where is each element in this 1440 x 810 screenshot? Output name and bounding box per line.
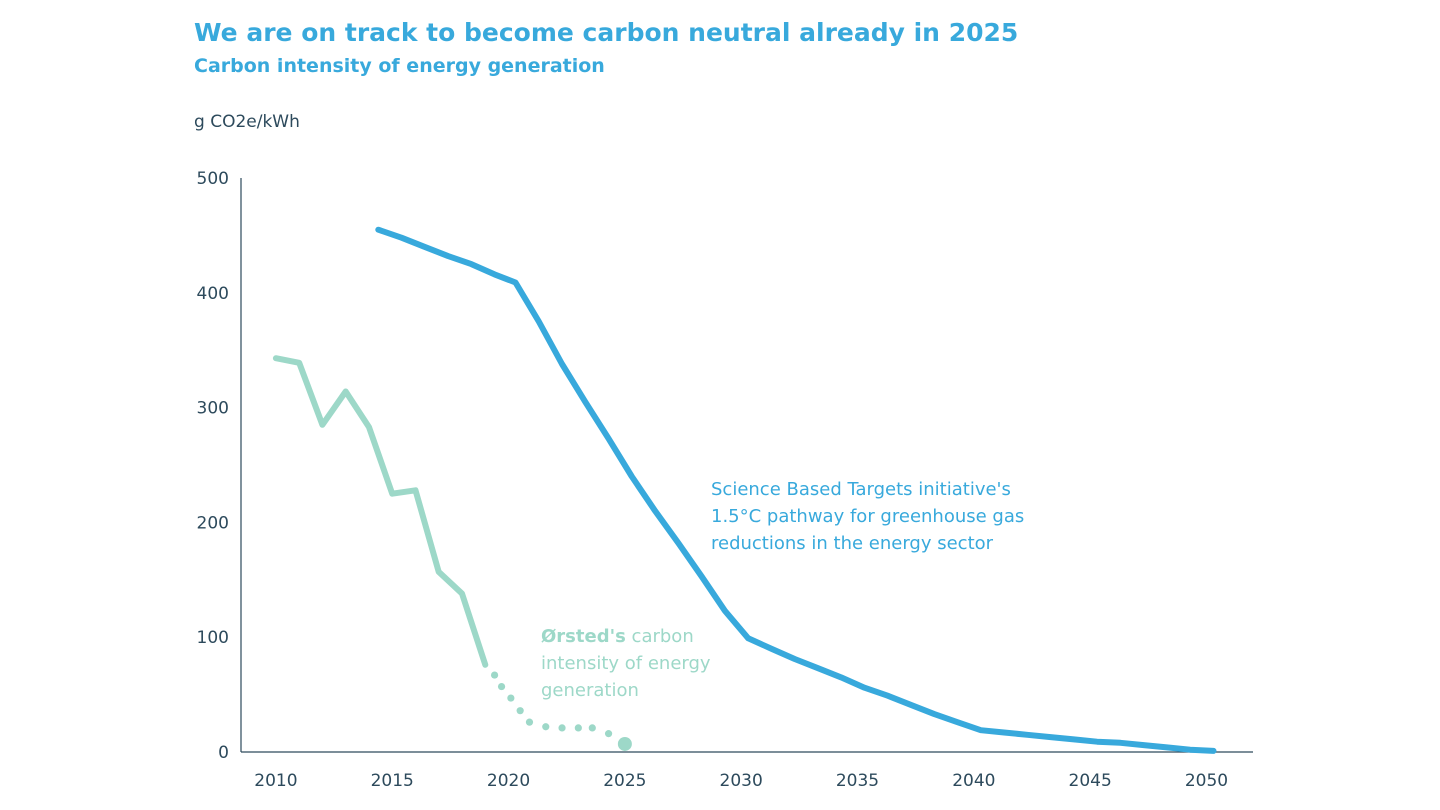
x-tick-label: 2035 (836, 771, 879, 791)
x-tick-label: 2050 (1185, 771, 1228, 791)
y-tick-label: 100 (197, 628, 229, 648)
sbti-pathway-line (375, 226, 1217, 754)
orsted-annotation-line-2: intensity of energy (541, 653, 711, 674)
x-tick-label: 2025 (603, 771, 646, 791)
y-tick-label: 500 (197, 169, 229, 189)
orsted-projection-point (516, 707, 524, 715)
orsted-projection-point (574, 724, 582, 732)
orsted-projection-point (507, 694, 515, 702)
orsted-projection-point (558, 724, 566, 732)
y-tick-label: 0 (218, 743, 229, 763)
x-tick-label: 2040 (952, 771, 995, 791)
y-axis-unit-label: g CO2e/kWh (194, 112, 300, 132)
orsted-projection-point (588, 724, 596, 732)
y-tick-label: 300 (197, 399, 229, 419)
sbti-annotation: Science Based Targets initiative's 1.5°C… (711, 476, 1024, 557)
orsted-annotation-line-3: generation (541, 680, 639, 701)
x-tick-label: 2030 (720, 771, 763, 791)
y-tick-label: 200 (197, 513, 229, 533)
sbti-annotation-line-2: 1.5°C pathway for greenhouse gas (711, 506, 1025, 527)
orsted-projection-point (542, 723, 550, 731)
orsted-projection-point (525, 718, 534, 726)
orsted-projection-point (497, 682, 506, 691)
orsted-annotation-name: Ørsted's (541, 626, 626, 647)
orsted-annotation-line-1-rest: carbon (625, 626, 694, 647)
orsted-annotation-line-1: Ørsted's carbon (541, 623, 711, 650)
y-tick-label: 400 (197, 284, 229, 304)
sbti-annotation-line-1: Science Based Targets initiative's (711, 479, 1011, 500)
sbti-annotation-line-3: reductions in the energy sector (711, 533, 994, 554)
orsted-annotation: Ørsted's carbon intensity of energy gene… (541, 623, 711, 704)
orsted-projection-point (604, 730, 613, 738)
x-tick-label: 2015 (371, 771, 414, 791)
orsted-target-point (617, 736, 632, 751)
orsted-projection-point (490, 671, 499, 679)
x-tick-label: 2045 (1069, 771, 1112, 791)
chart-title: We are on track to become carbon neutral… (194, 18, 1019, 47)
x-tick-label: 2020 (487, 771, 530, 791)
orsted-actual-line (272, 355, 489, 668)
x-tick-label: 2010 (254, 771, 297, 791)
chart-subtitle: Carbon intensity of energy generation (194, 55, 605, 77)
